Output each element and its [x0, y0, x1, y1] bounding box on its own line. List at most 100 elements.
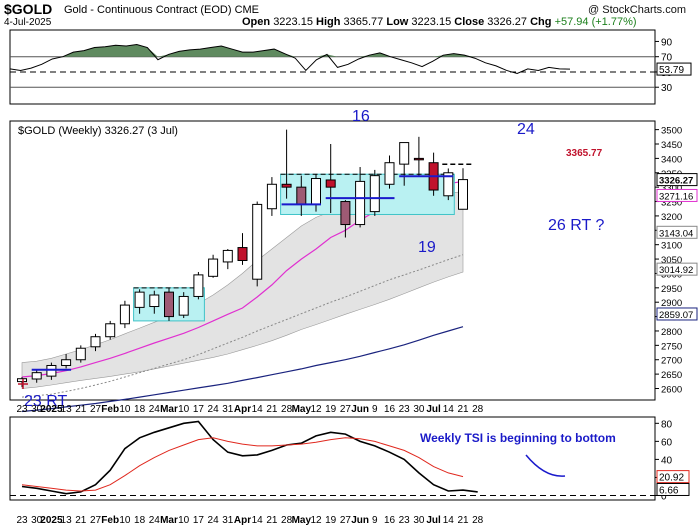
tsi-line [21, 420, 478, 495]
price-x-tick-label: Jun [351, 404, 369, 415]
price-annotation: 23 RT [24, 393, 68, 410]
tsi-x-tick-label: 27 [90, 515, 102, 526]
tsi-x-tick-label: 21 [457, 515, 469, 526]
open-value: 3223.15 [273, 16, 313, 28]
price-x-tick-label: 19 [325, 404, 337, 415]
price-x-tick-label: 21 [266, 404, 278, 415]
rsi-tick-label: 90 [661, 37, 673, 48]
close-label: Close [454, 16, 485, 28]
tsi-x-tick-label: 21 [266, 515, 278, 526]
candle-down [296, 186, 307, 205]
price-tick-label: 2650 [661, 370, 682, 381]
tsi-last-value-box [656, 482, 690, 496]
price-x-tick-label: 14 [252, 404, 264, 415]
open-label: Open [242, 16, 271, 28]
candle-down [413, 157, 424, 161]
candle-down [237, 247, 248, 262]
candle-up [384, 162, 395, 185]
price-x-tick-label: 9 [372, 404, 378, 415]
price-x-tick-label: 31 [222, 404, 234, 415]
tsi-x-tick-label: Jun [351, 515, 369, 526]
price-x-tick-label: 27 [340, 404, 352, 415]
close-value: 3326.27 [487, 16, 528, 28]
price-x-tick-label: Apr [234, 404, 251, 415]
tsi-tick-label: 40 [661, 455, 673, 466]
price-last-value-label: 3143.04 [659, 228, 693, 239]
exchange-text: CME [234, 4, 260, 16]
tsi-x-tick-label: 31 [222, 515, 234, 526]
price-tick-label: 2700 [661, 356, 682, 367]
panel-frame-rsi [9, 29, 656, 105]
date-label: 4-Jul-2025 [4, 17, 52, 28]
candle-up [222, 249, 233, 263]
price-annotation: 26 RT ? [548, 217, 604, 234]
panel-frame-tsi [9, 416, 656, 501]
price-x-tick-label: Feb [101, 404, 119, 415]
rsi-tick-label: 70 [661, 53, 673, 64]
price-annotation: 19 [418, 239, 436, 256]
tsi-x-tick-label: 30 [31, 515, 43, 526]
price-last-value-label: 3326.27 [659, 176, 693, 187]
price-last-value-label: 3271.16 [659, 191, 693, 202]
price-x-tick-label: 27 [90, 404, 102, 415]
price-x-tick-label: May [292, 404, 312, 415]
candle-down [340, 201, 351, 226]
price-annotation: 16 [352, 108, 370, 125]
description-text: Gold - Continuous Contract (EOD) [64, 4, 232, 16]
price-last-value-box [656, 262, 698, 276]
price-tick-label: 3200 [661, 212, 682, 223]
candle-up [178, 295, 189, 316]
tsi-tick-label: 0 [661, 491, 667, 502]
price-tick-label: 3100 [661, 241, 682, 252]
tsi-x-tick-label: 28 [281, 515, 293, 526]
tsi-x-tick-label: 24 [149, 515, 161, 526]
rsi-overbought-fill [10, 44, 570, 57]
price-x-tick-label: 10 [119, 404, 131, 415]
high-value: 3365.77 [343, 16, 384, 28]
tsi-x-tick-label: 30 [413, 515, 425, 526]
price-last-value-box [656, 225, 698, 239]
consolidation-box-may [280, 173, 455, 215]
price-x-tick-label: 28 [281, 404, 293, 415]
price-x-tick-label: 12 [310, 404, 322, 415]
tsi-x-tick-label: 14 [252, 515, 264, 526]
candle-up [355, 180, 366, 226]
price-tick-label: 3050 [661, 255, 682, 266]
price-x-tick-label: 28 [472, 404, 484, 415]
price-x-tick-label: 30 [413, 404, 425, 415]
tsi-x-tick-label: 10 [178, 515, 190, 526]
price-panel-title: $GOLD (Weekly) 3326.27 (3 Jul) [18, 125, 178, 137]
price-last-value-label: 2859.07 [659, 310, 693, 321]
tsi-x-tick-label: May [292, 515, 312, 526]
instrument-description: Gold - Continuous Contract (EOD) CME [64, 4, 259, 16]
candle-up [17, 378, 27, 383]
tsi-x-tick-label: Apr [234, 515, 251, 526]
ma-long-navy-line [21, 326, 464, 413]
candle-up [105, 323, 116, 338]
tsi-x-tick-label: 9 [372, 515, 378, 526]
price-tick-label: 3450 [661, 140, 682, 151]
price-x-tick-label: Mar [160, 404, 178, 415]
price-annotation: 24 [517, 121, 535, 138]
price-x-tick-label: 24 [149, 404, 161, 415]
tsi-x-tick-label: 19 [325, 515, 337, 526]
tsi-last-value-box [656, 470, 690, 484]
candle-down [281, 183, 292, 188]
price-last-value-box [656, 173, 698, 187]
low-label: Low [386, 16, 409, 28]
tsi-x-tick-label: 13 [61, 515, 73, 526]
tsi-x-tick-label: 17 [193, 515, 205, 526]
tsi-x-tick-label: 23 [399, 515, 411, 526]
price-tick-label: 3500 [661, 126, 682, 137]
ma-mid-dotted-line [21, 254, 464, 398]
price-x-tick-label: 2025 [40, 404, 63, 415]
price-x-tick-label: 21 [75, 404, 87, 415]
price-x-tick-label: 23 [399, 404, 411, 415]
price-tick-label: 2750 [661, 341, 682, 352]
symbol-label: $GOLD [4, 1, 53, 17]
tsi-x-tick-label: Mar [160, 515, 178, 526]
tsi-x-tick-label: 23 [16, 515, 28, 526]
price-x-tick-label: 14 [443, 404, 455, 415]
tsi-x-tick-label: 21 [75, 515, 87, 526]
tsi-x-tick-label: Feb [101, 515, 119, 526]
